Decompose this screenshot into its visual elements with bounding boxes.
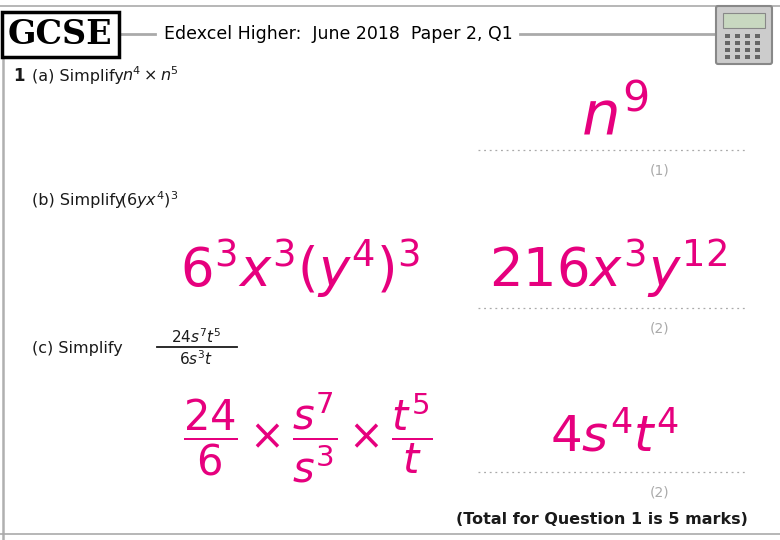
Text: $4s^4t^4$: $4s^4t^4$ <box>551 413 679 463</box>
Bar <box>725 41 730 45</box>
Text: (c) Simplify: (c) Simplify <box>32 341 122 355</box>
Text: $6s^3t$: $6s^3t$ <box>179 350 213 368</box>
Text: GCSE: GCSE <box>8 17 112 51</box>
Text: $n^4 \times n^5$: $n^4 \times n^5$ <box>122 66 179 85</box>
Bar <box>735 48 740 52</box>
Bar <box>755 41 760 45</box>
Bar <box>735 41 740 45</box>
Bar <box>745 55 750 59</box>
Text: $(6yx^4)^3$: $(6yx^4)^3$ <box>120 189 178 211</box>
Bar <box>725 55 730 59</box>
Bar <box>755 48 760 52</box>
Bar <box>723 13 765 28</box>
Bar <box>745 34 750 38</box>
Text: (2): (2) <box>651 485 670 499</box>
Text: Edexcel Higher:  June 2018  Paper 2, Q1: Edexcel Higher: June 2018 Paper 2, Q1 <box>164 25 512 43</box>
Bar <box>745 48 750 52</box>
Text: (2): (2) <box>651 321 670 335</box>
Text: $6^3x^3(y^4)^3$: $6^3x^3(y^4)^3$ <box>180 237 420 300</box>
Bar <box>745 41 750 45</box>
Text: (a) Simplify: (a) Simplify <box>32 69 124 84</box>
FancyBboxPatch shape <box>716 6 772 64</box>
Text: $n^{9}$: $n^{9}$ <box>581 88 649 148</box>
Bar <box>755 34 760 38</box>
Text: 1: 1 <box>13 67 24 85</box>
Text: (Total for Question 1 is 5 marks): (Total for Question 1 is 5 marks) <box>456 512 748 528</box>
Bar <box>725 34 730 38</box>
Text: (1): (1) <box>650 163 670 177</box>
Text: (b) Simplify: (b) Simplify <box>32 192 124 207</box>
Bar <box>725 48 730 52</box>
Bar <box>755 55 760 59</box>
Text: $\dfrac{24}{6} \times \dfrac{s^7}{s^3} \times \dfrac{t^5}{t}$: $\dfrac{24}{6} \times \dfrac{s^7}{s^3} \… <box>183 391 433 485</box>
Text: $216x^3y^{12}$: $216x^3y^{12}$ <box>489 237 727 300</box>
Bar <box>735 55 740 59</box>
Text: $24s^7t^5$: $24s^7t^5$ <box>171 328 221 346</box>
Bar <box>735 34 740 38</box>
